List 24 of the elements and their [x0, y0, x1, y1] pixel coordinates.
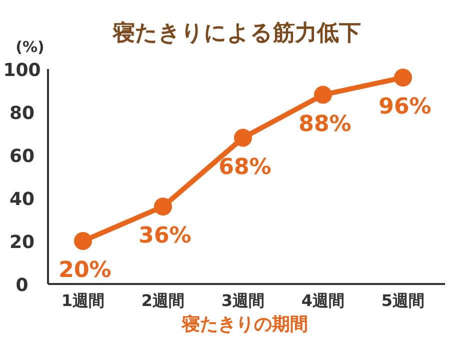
y-axis-title: (%) — [16, 38, 44, 56]
point — [234, 128, 252, 147]
x-tick-label: 3週間 — [221, 291, 265, 310]
y-tick-label: 60 — [9, 146, 35, 167]
data-label: 20% — [58, 258, 112, 283]
x-tick-label: 5週間 — [381, 291, 425, 310]
point — [154, 198, 172, 216]
x-tick-label: 2週間 — [141, 291, 185, 310]
y-tick-label: 80 — [9, 103, 35, 124]
y-tick-label: 40 — [9, 189, 35, 210]
data-label: 36% — [138, 224, 192, 249]
point — [394, 68, 412, 87]
x-axis-title: 寝たきりの期間 — [181, 314, 308, 335]
x-tick-label: 4週間 — [301, 291, 345, 310]
chart-title: 寝たきりによる筋力低下 — [112, 20, 361, 46]
y-tick-label: 20 — [9, 232, 35, 253]
point — [314, 86, 332, 104]
y-tick-label: 0 — [16, 275, 28, 296]
data-label: 68% — [218, 154, 272, 180]
x-tick-label: 1週間 — [61, 291, 105, 310]
data-label: 88% — [298, 112, 352, 137]
y-tick-label: 100 — [3, 60, 41, 81]
point — [74, 232, 92, 250]
data-label: 96% — [378, 94, 432, 120]
